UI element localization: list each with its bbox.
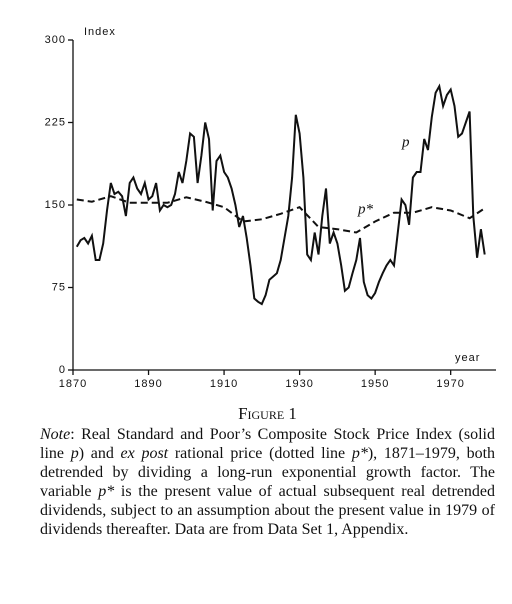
line [76, 195, 486, 234]
y-tick-label: 150 [45, 199, 66, 211]
note-part: p* [98, 483, 115, 500]
note-part: ) and [78, 445, 121, 462]
note-part: p [70, 445, 79, 462]
x-tick-label: 1870 [59, 378, 87, 390]
series-label: p [401, 134, 410, 150]
note-part: ), 1871–1979, both detrended by dividing… [40, 445, 496, 500]
note-part: ex post [120, 445, 169, 462]
caption: Figure 1 Note: Real Standard and Poor’s … [40, 404, 495, 539]
note-part: rational price (dotted line [168, 445, 352, 462]
y-tick-label: 225 [45, 116, 66, 128]
x-tick-label: 1930 [285, 378, 313, 390]
figure-title: Figure 1 [238, 404, 297, 423]
x-tick-label: 1970 [436, 378, 464, 390]
note-part: : Real Standard and Poor’s Composite Sto… [40, 426, 495, 462]
y-tick-label: 0 [59, 364, 66, 376]
y-tick-label: 300 [45, 34, 66, 46]
x-tick-label: 1950 [361, 378, 389, 390]
note-part: Note [40, 426, 71, 443]
y-axis-label: Index [84, 26, 116, 38]
x-tick-label: 1910 [210, 378, 238, 390]
chart: Index year 0 75 150 225 300 1870 1890 1910 1930 1… [45, 26, 496, 390]
note: Note: Real Standard and Poor’s Composite… [40, 425, 495, 539]
series-label: p* [357, 201, 374, 217]
y-tick-label: 75 [52, 281, 66, 293]
line [75, 83, 486, 306]
note-part: is the present value of actual subsequen… [40, 483, 495, 538]
note-part: p* [351, 445, 368, 462]
x-axis-label: year [455, 352, 480, 364]
x-tick-label: 1890 [134, 378, 162, 390]
